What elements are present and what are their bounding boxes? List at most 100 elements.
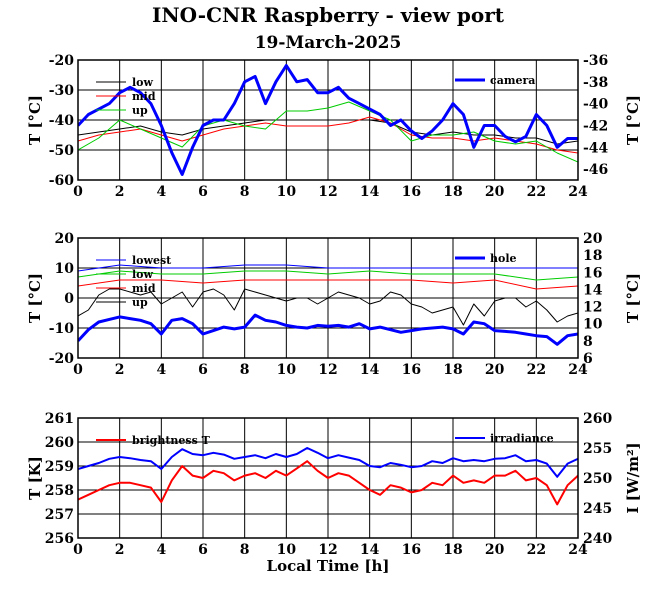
y-right-tick-label: 10	[583, 317, 603, 333]
x-tick-label: 18	[443, 542, 462, 558]
y-right-tick-label: 255	[583, 441, 612, 457]
x-tick-label: 4	[156, 184, 166, 200]
y-right-axis-label: I [W/m²]	[624, 442, 642, 513]
x-tick-label: 24	[568, 362, 588, 378]
x-axis-label: Local Time [h]	[267, 557, 390, 575]
y-right-tick-label: 250	[583, 471, 612, 487]
x-tick-label: 20	[485, 184, 505, 200]
y-axis-label: T [°C]	[26, 273, 44, 323]
y-axis-label: T [°C]	[26, 95, 44, 145]
y-tick-label: 257	[45, 507, 74, 523]
x-tick-label: 20	[485, 362, 505, 378]
series-line-irradiance	[78, 447, 578, 478]
x-tick-label: 6	[198, 184, 208, 200]
y-right-tick-label: -46	[583, 162, 608, 178]
y-tick-label: 256	[45, 531, 74, 547]
plot-frame	[77, 237, 579, 359]
x-tick-label: 0	[73, 362, 83, 378]
x-tick-label: 2	[115, 184, 125, 200]
x-tick-label: 20	[485, 542, 505, 558]
x-tick-label: 14	[360, 542, 380, 558]
legend-label: up	[132, 104, 148, 117]
panel-1: 0 2 4 6 8 10 12 14 16 18 20 22 24-20-30-40-50-60-36-…	[26, 53, 642, 200]
legend-label: up	[132, 296, 148, 309]
legend-label: low	[132, 76, 154, 89]
y-right-tick-label: -40	[583, 97, 609, 113]
y-right-axis-label: T [°C]	[624, 95, 642, 145]
x-tick-label: 22	[527, 184, 546, 200]
legend-label: mid	[132, 90, 156, 103]
y-tick-label: -30	[49, 83, 75, 99]
x-tick-label: 16	[402, 362, 421, 378]
x-tick-label: 22	[527, 542, 546, 558]
x-tick-label: 12	[318, 362, 337, 378]
legend-label: brightness T	[132, 434, 211, 447]
x-tick-label: 16	[402, 184, 421, 200]
y-right-axis-label: T [°C]	[624, 273, 642, 323]
y-right-tick-label: -42	[583, 118, 608, 134]
x-tick-label: 0	[73, 184, 83, 200]
x-tick-label: 6	[198, 362, 208, 378]
y-tick-label: 260	[45, 435, 74, 451]
series-line-up	[78, 288, 578, 326]
x-tick-label: 4	[156, 542, 166, 558]
y-tick-label: 20	[55, 231, 75, 247]
y-right-tick-label: 18	[583, 248, 602, 264]
legend-label: low	[132, 268, 154, 281]
x-tick-label: 10	[277, 362, 297, 378]
x-tick-label: 6	[198, 542, 208, 558]
plot-frame	[77, 59, 579, 181]
x-tick-label: 2	[115, 362, 125, 378]
x-tick-label: 24	[568, 184, 588, 200]
chart-subtitle: 19-March-2025	[255, 33, 402, 53]
y-right-tick-label: 240	[583, 531, 612, 547]
legend-label: lowest	[132, 254, 172, 267]
chart-title: INO-CNR Raspberry - view port	[152, 3, 505, 27]
y-right-tick-label: 260	[583, 411, 612, 427]
x-tick-label: 18	[443, 184, 462, 200]
series-line-low	[78, 119, 578, 145]
legend-label: hole	[490, 252, 517, 265]
x-tick-label: 10	[277, 542, 297, 558]
plot-frame	[77, 417, 579, 539]
x-tick-label: 18	[443, 362, 462, 378]
legend-label: irradiance	[490, 432, 554, 445]
panel-3: 0 2 4 6 8 10 12 14 16 18 20 22 242612602592582572562…	[26, 411, 642, 575]
y-tick-label: -40	[49, 113, 75, 129]
series-line-lowest	[78, 264, 578, 272]
series-line-hole	[78, 313, 578, 346]
legend-label: camera	[490, 74, 535, 87]
y-tick-label: -10	[49, 321, 75, 337]
series-line-mid	[78, 279, 578, 290]
x-tick-label: 12	[318, 184, 337, 200]
y-tick-label: 259	[45, 459, 74, 475]
y-tick-label: -60	[49, 173, 75, 189]
x-tick-label: 16	[402, 542, 421, 558]
y-tick-label: 261	[45, 411, 74, 427]
x-tick-label: 22	[527, 362, 546, 378]
chart-panels: 0 2 4 6 8 10 12 14 16 18 20 22 24-20-30-40-50-60-36-…	[26, 53, 642, 575]
x-tick-label: 14	[360, 362, 380, 378]
x-tick-label: 12	[318, 542, 337, 558]
y-tick-label: -20	[49, 53, 75, 69]
x-tick-label: 8	[240, 542, 250, 558]
panel-2: 0 2 4 6 8 10 12 14 16 18 20 22 2420100-10-2020181614…	[26, 231, 642, 378]
y-right-tick-label: 14	[583, 282, 603, 298]
y-right-tick-label: 16	[583, 265, 602, 281]
y-tick-label: 0	[64, 291, 74, 307]
y-right-tick-label: 245	[583, 501, 612, 517]
y-tick-label: 10	[55, 261, 75, 277]
y-tick-label: -50	[49, 143, 75, 159]
series-line-camera	[78, 64, 578, 176]
series-line-brightness-T	[78, 460, 578, 506]
y-right-tick-label: -44	[583, 140, 609, 156]
y-axis-label: T [K]	[26, 456, 44, 500]
y-right-tick-label: 8	[583, 334, 593, 350]
y-right-tick-label: 12	[583, 300, 602, 316]
x-tick-label: 8	[240, 362, 250, 378]
x-tick-label: 0	[73, 542, 83, 558]
y-right-tick-label: 6	[583, 351, 593, 367]
x-tick-label: 2	[115, 542, 125, 558]
y-right-tick-label: -38	[583, 75, 608, 91]
legend-label: mid	[132, 282, 156, 295]
